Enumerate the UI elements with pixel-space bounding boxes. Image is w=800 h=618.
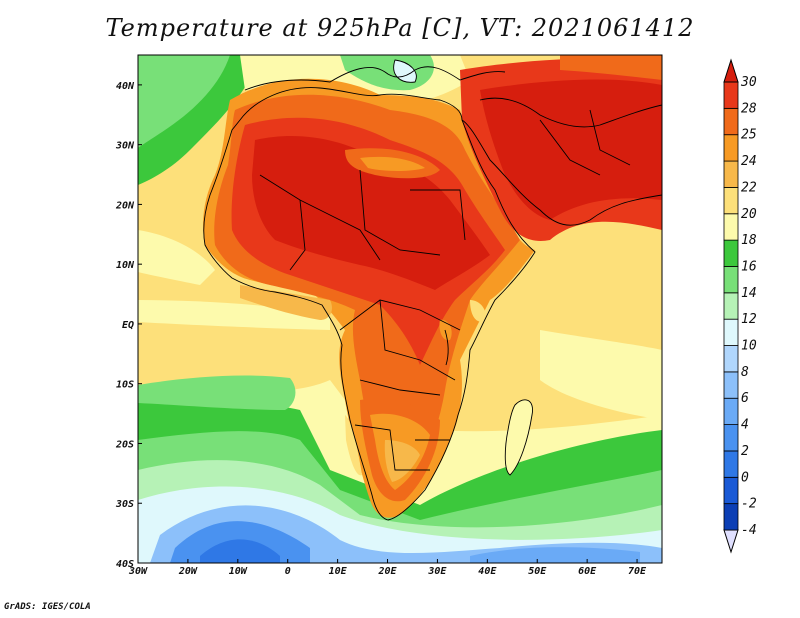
lat-tick-label: 10N — [116, 260, 135, 271]
latitude-axis: 40N 30N 20N 10N EQ 10S 20S 30S 40S — [115, 81, 142, 570]
lon-tick-label: 60E — [578, 566, 597, 577]
colorbar-swatch — [723, 424, 739, 452]
colorbar-swatch — [723, 187, 739, 215]
lat-tick-label: 10S — [116, 380, 134, 391]
lon-tick-label: 20E — [377, 566, 397, 577]
temperature-field — [138, 55, 662, 563]
colorbar-label: 30 — [740, 75, 757, 90]
colorbar-label: 16 — [741, 259, 757, 274]
colorbar-label: 20 — [741, 207, 757, 222]
lon-tick-label: 50E — [528, 566, 547, 577]
colorbar-swatch — [723, 266, 739, 294]
colorbar-swatch — [723, 371, 739, 399]
colorbar-swatch — [723, 450, 739, 478]
colorbar-label: 8 — [741, 365, 749, 380]
colorbar-label: 12 — [741, 312, 757, 327]
colorbar-swatch — [723, 239, 739, 267]
colorbar-swatch — [723, 476, 739, 505]
colorbar-swatch — [723, 134, 739, 162]
colorbar-swatch — [723, 160, 739, 188]
colorbar-label: 0 — [741, 470, 749, 485]
colorbar-label: 28 — [741, 101, 757, 116]
longitude-axis: 30W 20W 10W 0 10E 20E 30E 40E 50E 60E 70E — [128, 559, 647, 577]
colorbar-swatch — [723, 318, 739, 346]
colorbar-label: 10 — [741, 339, 757, 354]
lat-tick-label: 20N — [115, 200, 135, 211]
lon-tick-label: 30W — [128, 566, 148, 577]
lon-tick-label: 20W — [178, 566, 198, 577]
colorbar-swatch — [723, 503, 739, 531]
colorbar-label: 2 — [741, 444, 749, 459]
lat-tick-label: 40N — [116, 81, 135, 92]
lon-tick-label: 0 — [285, 566, 291, 577]
colorbar-swatch — [723, 397, 739, 425]
lat-tick-label: 30S — [115, 499, 134, 510]
map-frame — [137, 54, 663, 564]
lat-tick-label: 30N — [115, 141, 135, 152]
credit-label: GrADS: IGES/COLA — [4, 602, 91, 612]
lon-tick-label: 10W — [229, 566, 248, 577]
colorbar-label: 22 — [741, 180, 757, 195]
colorbar-swatch — [723, 292, 739, 320]
lat-tick-label: 40S — [116, 559, 134, 570]
lon-tick-label: 70E — [628, 566, 647, 577]
lon-tick-label: 10E — [329, 566, 348, 577]
colorbar-over-triangle — [723, 58, 739, 83]
colorbar-label: -4 — [741, 523, 757, 538]
coastlines — [203, 59, 662, 521]
colorbar-label: 18 — [741, 233, 757, 248]
colorbar-label: 6 — [741, 391, 749, 406]
lat-tick-label: 20S — [115, 439, 134, 450]
colorbar-swatch — [723, 107, 739, 136]
lat-tick-label: EQ — [122, 320, 134, 331]
colorbar-label: -2 — [741, 497, 757, 512]
colorbar-swatch — [723, 213, 739, 241]
colorbar-label: 24 — [741, 154, 757, 169]
colorbar-under-triangle — [723, 529, 739, 554]
map-title: Temperature at 925hPa [C], VT: 202106141… — [105, 14, 695, 42]
colorbar-label: 14 — [741, 286, 757, 301]
lon-tick-label: 40E — [478, 566, 497, 577]
colorbar-swatch — [723, 81, 739, 109]
colorbar-swatch — [723, 345, 739, 373]
lon-tick-label: 30E — [427, 566, 447, 577]
colorbar-label: 25 — [741, 128, 757, 143]
colorbar-label: 4 — [741, 418, 749, 433]
